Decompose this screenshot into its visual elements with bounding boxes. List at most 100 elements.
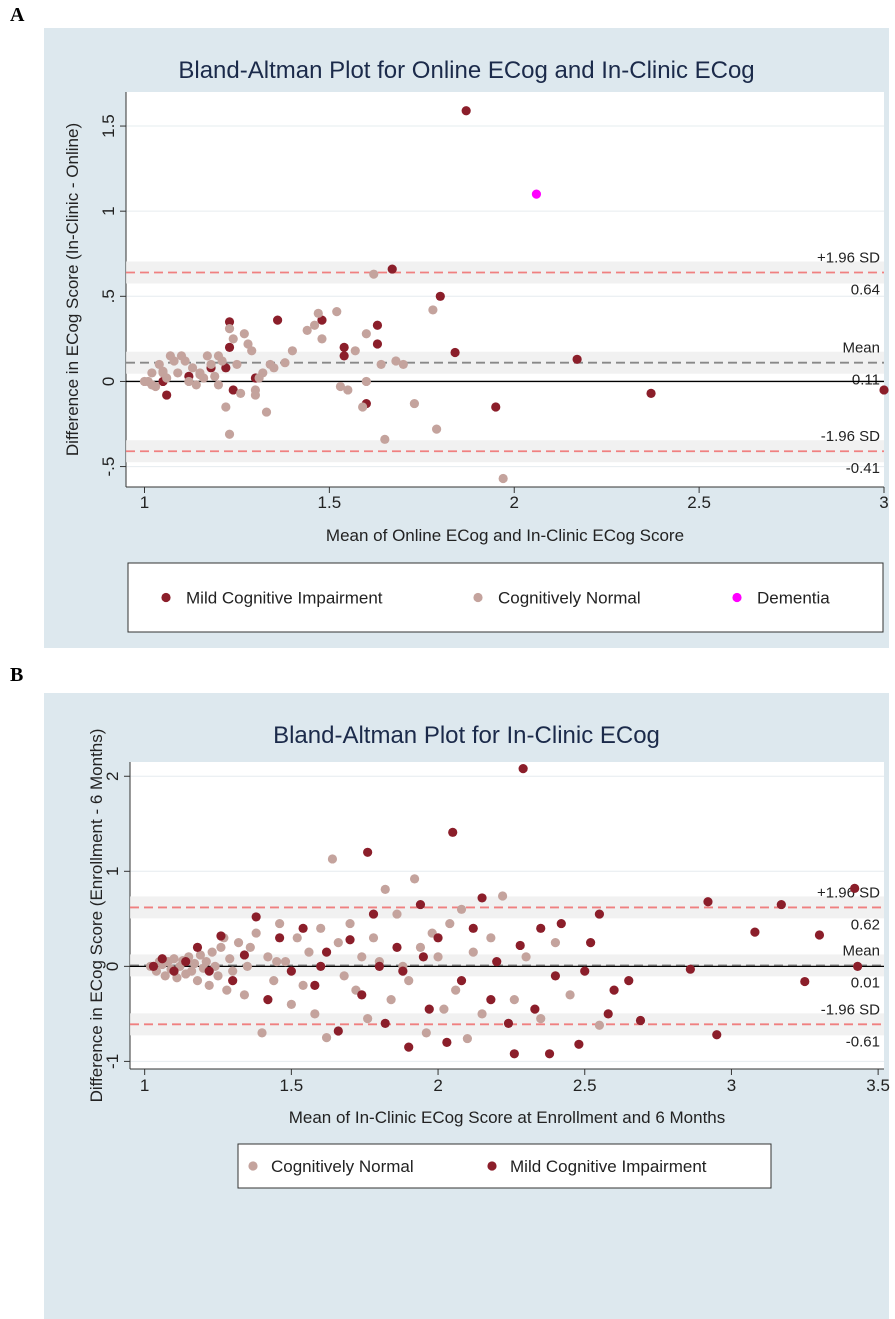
chart-b-point-mild-cognitive-impairment: [275, 933, 285, 943]
chart-a-point-cognitively-normal: [280, 358, 290, 368]
chart-b-point-cognitively-normal: [486, 933, 496, 943]
chart-b-x-tick-label: 1: [140, 1076, 149, 1095]
chart-b-point-mild-cognitive-impairment: [404, 1042, 414, 1052]
chart-a-point-cognitively-normal: [206, 359, 216, 370]
chart-a-x-tick-label: 1: [140, 493, 149, 512]
chart-a-x-tick-label: 2: [510, 493, 519, 512]
chart-b-point-mild-cognitive-impairment: [448, 827, 458, 837]
chart-b-x-tick-label: 3.5: [866, 1076, 890, 1095]
chart-b-point-mild-cognitive-impairment: [357, 990, 367, 1000]
chart-b-point-mild-cognitive-impairment: [603, 1009, 613, 1019]
chart-b-point-mild-cognitive-impairment: [169, 966, 179, 976]
chart-b-y-tick-label: 1: [103, 867, 122, 876]
chart-a-y-tick-label: 1.5: [99, 114, 118, 138]
chart-a-point-cognitively-normal: [213, 351, 224, 361]
chart-b-point-cognitively-normal: [228, 966, 238, 976]
chart-b-point-mild-cognitive-impairment: [442, 1037, 452, 1047]
chart-b-point-mild-cognitive-impairment: [750, 927, 760, 937]
chart-b-point-cognitively-normal: [245, 942, 255, 952]
chart-b-legend-marker-cognitively-normal: [248, 1161, 258, 1171]
chart-a-point-cognitively-normal: [162, 373, 172, 383]
chart-b-point-mild-cognitive-impairment: [530, 1004, 540, 1014]
chart-b-point-cognitively-normal: [310, 1009, 320, 1019]
chart-b-point-cognitively-normal: [439, 1004, 449, 1014]
chart-a-plot-area: [126, 92, 884, 487]
chart-b-point-mild-cognitive-impairment: [298, 923, 308, 933]
chart-b-point-mild-cognitive-impairment: [148, 961, 159, 971]
chart-a-point-mild-cognitive-impairment: [387, 264, 397, 274]
chart-b-point-mild-cognitive-impairment: [594, 909, 605, 919]
chart-b-point-mild-cognitive-impairment: [477, 893, 487, 903]
chart-a-point-cognitively-normal: [236, 388, 246, 398]
chart-b-point-cognitively-normal: [445, 918, 455, 929]
chart-b-point-cognitively-normal: [160, 971, 170, 981]
chart-b-y-tick-label: 2: [103, 772, 122, 781]
chart-a-legend-marker-dementia: [732, 592, 742, 603]
chart-a-x-tick-label: 1.5: [318, 493, 342, 512]
chart-a-point-mild-cognitive-impairment: [339, 351, 349, 361]
chart-a-point-cognitively-normal: [269, 363, 279, 373]
chart-b-point-cognitively-normal: [239, 990, 250, 1000]
chart-b-point-cognitively-normal: [521, 952, 531, 962]
chart-a-point-cognitively-normal: [224, 324, 235, 334]
chart-b-lower-loa-value-label: -0.61: [846, 1033, 880, 1050]
chart-b-point-cognitively-normal: [404, 976, 414, 986]
chart-a-point-cognitively-normal: [250, 390, 261, 400]
chart-a-point-cognitively-normal: [409, 398, 420, 409]
chart-b-point-cognitively-normal: [451, 985, 461, 995]
chart-a-x-axis-title: Mean of Online ECog and In-Clinic ECog S…: [326, 526, 684, 545]
chart-b-point-cognitively-normal: [204, 980, 214, 990]
chart-b-point-cognitively-normal: [304, 947, 314, 957]
chart-b-point-mild-cognitive-impairment: [550, 971, 561, 981]
chart-b-x-tick-label: 2.5: [573, 1076, 597, 1095]
chart-b-mean-name-label: Mean: [842, 942, 880, 959]
chart-b-point-mild-cognitive-impairment: [518, 764, 528, 774]
chart-a-point-cognitively-normal: [258, 368, 268, 378]
chart-a-point-mild-cognitive-impairment: [646, 388, 656, 398]
chart-b-point-cognitively-normal: [550, 937, 561, 948]
chart-a-legend-label-mild-cognitive-impairment: Mild Cognitive Impairment: [186, 589, 383, 608]
chart-a-point-cognitively-normal: [428, 305, 438, 315]
chart-a-point-mild-cognitive-impairment: [435, 291, 445, 301]
chart-b-point-mild-cognitive-impairment: [574, 1039, 584, 1049]
chart-a-point-mild-cognitive-impairment: [273, 315, 283, 325]
chart-b-x-axis-title: Mean of In-Clinic ECog Score at Enrollme…: [289, 1108, 726, 1127]
chart-b-point-cognitively-normal: [392, 909, 402, 919]
chart-b-point-cognitively-normal: [497, 891, 508, 901]
chart-b-point-mild-cognitive-impairment: [398, 966, 408, 976]
chart-b-upper-loa-band: [130, 896, 884, 919]
chart-b-legend-label-mild-cognitive-impairment: Mild Cognitive Impairment: [510, 1157, 707, 1176]
chart-a-point-cognitively-normal: [224, 429, 235, 439]
chart-b-point-cognitively-normal: [192, 976, 203, 986]
chart-b-point-cognitively-normal: [433, 952, 443, 962]
chart-a-point-mild-cognitive-impairment: [461, 106, 471, 116]
chart-b-point-cognitively-normal: [286, 999, 296, 1009]
chart-b-point-mild-cognitive-impairment: [251, 912, 261, 922]
chart-b-point-cognitively-normal: [189, 958, 200, 969]
chart-b-point-cognitively-normal: [421, 1028, 431, 1038]
chart-b-point-mild-cognitive-impairment: [433, 933, 443, 943]
chart-b-point-cognitively-normal: [477, 1009, 487, 1019]
chart-a-x-tick-label: 2.5: [687, 493, 711, 512]
chart-a-point-mild-cognitive-impairment: [450, 347, 460, 358]
chart-b-title: Bland-Altman Plot for In-Clinic ECog: [273, 722, 660, 749]
chart-a-point-mild-cognitive-impairment: [572, 354, 582, 364]
chart-a-point-mild-cognitive-impairment: [372, 320, 383, 330]
chart-b-point-cognitively-normal: [456, 904, 467, 914]
chart-a-point-cognitively-normal: [232, 359, 242, 370]
chart-a-point-dementia: [531, 189, 542, 199]
chart-b-point-cognitively-normal: [298, 980, 308, 990]
chart-a-point-cognitively-normal: [195, 370, 205, 380]
chart-a-point-cognitively-normal: [343, 385, 353, 395]
chart-a-legend-marker-cognitively-normal: [473, 592, 483, 603]
chart-b-point-cognitively-normal: [380, 884, 390, 894]
chart-a-point-cognitively-normal: [261, 407, 272, 417]
chart-b-upper-loa-value-label: 0.62: [851, 916, 880, 933]
chart-b-point-cognitively-normal: [169, 954, 179, 964]
chart-a-lower-loa-name-label: -1.96 SD: [821, 428, 880, 445]
chart-a-legend-label-dementia: Dementia: [757, 589, 830, 608]
chart-a-point-cognitively-normal: [243, 339, 253, 349]
chart-b-point-cognitively-normal: [213, 971, 223, 981]
chart-b-point-cognitively-normal: [415, 942, 426, 952]
chart-b-point-mild-cognitive-impairment: [635, 1015, 646, 1026]
